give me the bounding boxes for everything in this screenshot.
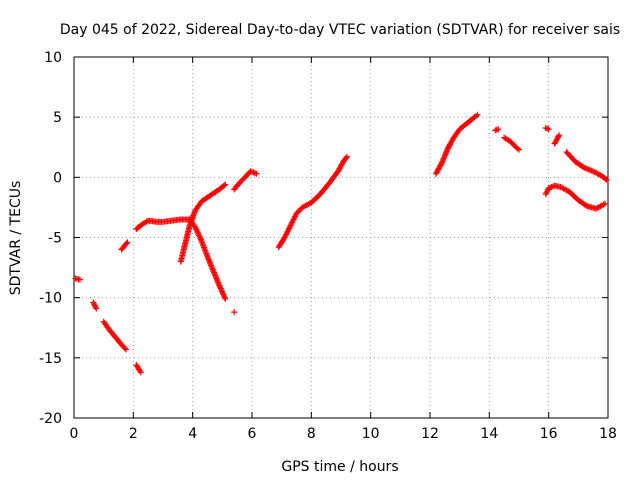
data-point <box>556 132 563 139</box>
x-tick-label: 6 <box>248 426 257 442</box>
data-point <box>343 153 350 160</box>
y-tick-label: -20 <box>39 411 62 427</box>
grid-layer <box>74 57 608 418</box>
data-point <box>221 182 228 189</box>
data-point <box>76 276 83 283</box>
y-axis-label: SDTVAR / TECUs <box>8 181 24 296</box>
data-point <box>253 170 260 177</box>
data-point <box>516 146 522 153</box>
data-point <box>582 202 589 209</box>
x-tick-label: 4 <box>188 426 197 442</box>
data-point <box>493 126 500 133</box>
data-point <box>474 111 481 118</box>
x-tick-label: 14 <box>480 426 498 442</box>
data-points <box>72 111 610 376</box>
y-tick-label: 0 <box>53 170 62 186</box>
data-point <box>438 161 445 168</box>
y-tick-label: 10 <box>44 50 62 66</box>
data-point <box>222 295 229 302</box>
data-point <box>545 126 552 133</box>
data-point <box>542 124 549 131</box>
data-point <box>137 369 144 376</box>
x-tick-label: 10 <box>362 426 380 442</box>
x-tick-label: 8 <box>307 426 316 442</box>
data-point <box>231 309 238 316</box>
data-point <box>124 239 131 246</box>
data-point <box>222 181 229 188</box>
data-point <box>93 305 100 312</box>
data-point <box>492 127 499 134</box>
data-point <box>602 200 609 207</box>
x-tick-label: 12 <box>421 426 439 442</box>
data-point <box>123 240 130 247</box>
data-point <box>548 183 555 190</box>
data-point <box>603 176 610 183</box>
x-axis-label: GPS time / hours <box>281 459 398 475</box>
data-point <box>544 125 551 132</box>
data-point <box>342 155 349 162</box>
data-point <box>122 346 129 353</box>
data-point <box>495 126 502 133</box>
y-tick-label: -10 <box>39 291 62 307</box>
y-tick-label: -5 <box>48 231 62 247</box>
data-point <box>121 345 128 352</box>
x-tick-label: 16 <box>540 426 558 442</box>
y-tick-label: -15 <box>39 351 62 367</box>
data-point <box>602 175 609 182</box>
y-tick-label: 5 <box>53 110 62 126</box>
x-tick-label: 18 <box>599 426 617 442</box>
data-point <box>250 169 257 176</box>
chart-title: Day 045 of 2022, Sidereal Day-to-day VTE… <box>60 22 620 38</box>
tick-layer: 0 2 4 6 8 10 12 14 16 18 -20 -15 -10 -5 0 5 10 <box>39 50 617 442</box>
x-tick-label: 0 <box>70 426 79 442</box>
x-tick-label: 2 <box>129 426 138 442</box>
